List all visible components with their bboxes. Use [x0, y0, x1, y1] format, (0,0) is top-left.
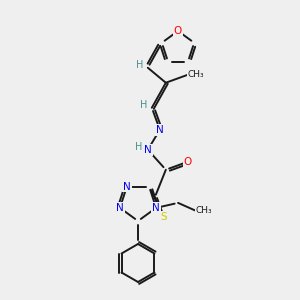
Text: CH₃: CH₃ — [188, 70, 204, 79]
Text: N: N — [156, 125, 164, 135]
Text: CH₃: CH₃ — [196, 206, 212, 215]
Text: H: H — [140, 100, 148, 110]
Text: H: H — [136, 60, 143, 70]
Text: S: S — [160, 212, 167, 222]
Text: N: N — [152, 203, 160, 213]
Text: H: H — [135, 142, 142, 152]
Text: N: N — [123, 182, 131, 192]
Text: N: N — [116, 203, 124, 213]
Text: N: N — [144, 145, 152, 155]
Text: O: O — [174, 26, 182, 36]
Text: O: O — [184, 157, 192, 167]
